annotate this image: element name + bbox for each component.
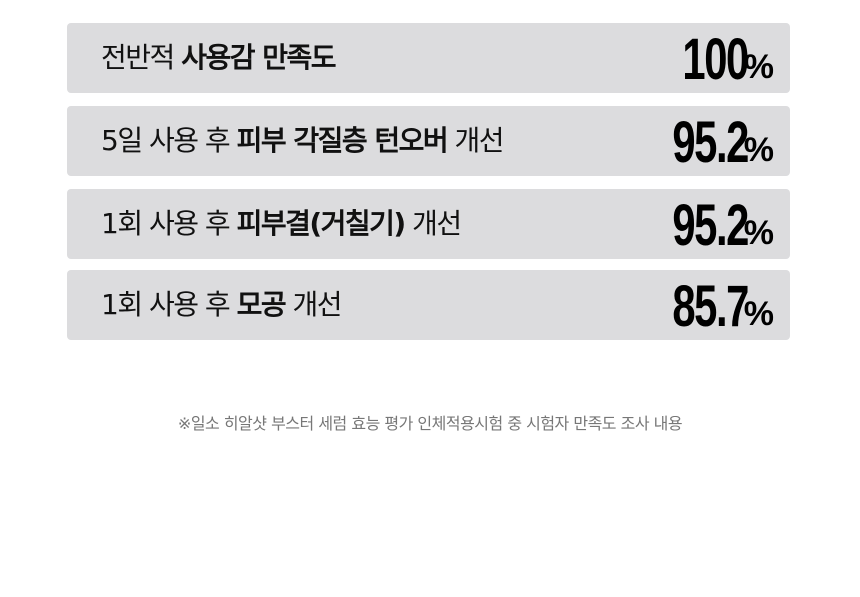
label-text: 전반적	[101, 41, 182, 74]
result-value: 95.2%	[643, 112, 774, 172]
result-value: 100%	[657, 29, 774, 89]
result-label: 5일 사용 후 피부 각질층 턴오버 개선	[101, 106, 505, 176]
value-unit: %	[743, 295, 774, 333]
result-label: 전반적 사용감 만족도	[101, 23, 336, 93]
label-bold-text: 피부 각질층 턴오버	[236, 124, 449, 157]
footnote: ※일소 히알샷 부스터 세럼 효능 평가 인체적용시험 중 시험자 만족도 조사…	[177, 414, 683, 433]
result-label: 1회 사용 후 피부결(거칠기) 개선	[101, 189, 462, 259]
result-row: 1회 사용 후 모공 개선 85.7%	[67, 270, 790, 340]
value-number: 95.2	[672, 193, 749, 258]
label-text: 개선	[285, 288, 342, 321]
value-number: 85.7	[672, 274, 749, 339]
value-unit: %	[743, 214, 774, 252]
label-text: 1회 사용 후	[101, 207, 237, 240]
label-text: 5일 사용 후	[101, 124, 237, 157]
value-number: 100	[682, 27, 749, 92]
label-text: 개선	[404, 207, 462, 240]
result-label: 1회 사용 후 모공 개선	[101, 270, 343, 340]
label-bold-text: 모공	[236, 288, 287, 321]
value-number: 95.2	[672, 110, 749, 175]
result-row: 전반적 사용감 만족도 100%	[67, 23, 790, 93]
result-value: 85.7%	[643, 276, 774, 336]
value-unit: %	[743, 48, 774, 86]
label-text: 개선	[447, 124, 505, 157]
value-unit: %	[743, 131, 774, 169]
result-value: 95.2%	[643, 195, 774, 255]
result-row: 1회 사용 후 피부결(거칠기) 개선 95.2%	[67, 189, 790, 259]
label-bold-text: 피부결(거칠기)	[236, 207, 407, 240]
result-row: 5일 사용 후 피부 각질층 턴오버 개선 95.2%	[67, 106, 790, 176]
label-bold-text: 사용감 만족도	[181, 41, 336, 74]
label-text: 1회 사용 후	[101, 288, 237, 321]
